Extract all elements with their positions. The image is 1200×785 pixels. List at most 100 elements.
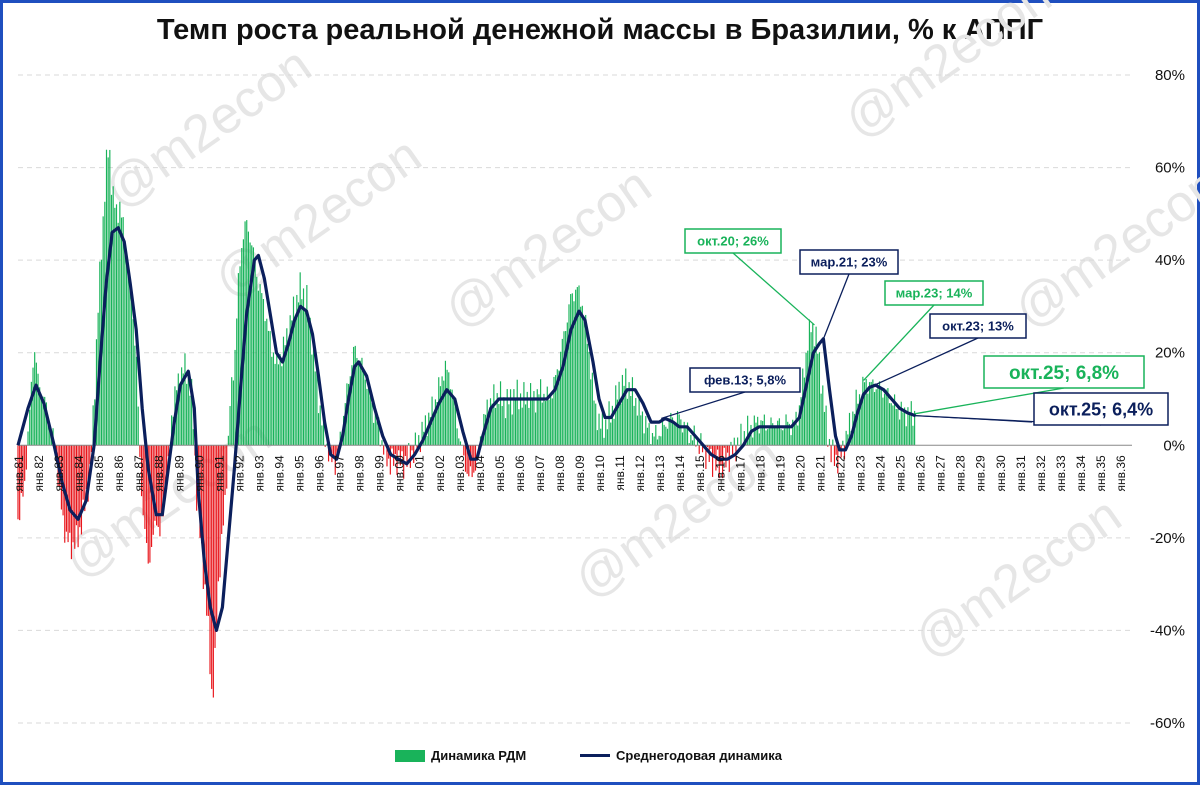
bar bbox=[314, 371, 316, 446]
bar bbox=[883, 393, 886, 446]
bar bbox=[835, 445, 837, 455]
bar bbox=[227, 435, 229, 446]
bar bbox=[747, 415, 749, 446]
bar bbox=[636, 415, 639, 446]
x-tick-label: янв.92 bbox=[232, 455, 246, 492]
bar bbox=[307, 317, 310, 446]
bar bbox=[25, 445, 27, 470]
bar bbox=[888, 403, 891, 446]
bar bbox=[206, 445, 208, 616]
x-tick-label: янв.23 bbox=[854, 455, 868, 492]
bar bbox=[561, 338, 563, 446]
bar bbox=[737, 437, 739, 446]
bar bbox=[491, 403, 493, 446]
average-line bbox=[16, 226, 917, 632]
bar bbox=[85, 445, 88, 490]
bar bbox=[336, 445, 338, 456]
bar bbox=[546, 386, 548, 446]
bar bbox=[778, 418, 780, 446]
x-tick-label: янв.08 bbox=[553, 455, 567, 492]
bar bbox=[790, 435, 792, 446]
bar bbox=[526, 391, 528, 446]
bar bbox=[651, 432, 654, 446]
bar bbox=[426, 436, 428, 446]
annotation-label: окт.20; 26% bbox=[697, 234, 769, 249]
y-tick-label: 40% bbox=[1155, 252, 1185, 269]
bar bbox=[162, 445, 164, 517]
bar bbox=[902, 412, 904, 446]
bar bbox=[877, 385, 879, 446]
bar bbox=[252, 247, 255, 446]
bar bbox=[221, 445, 223, 535]
bar bbox=[573, 301, 575, 446]
bar bbox=[898, 419, 901, 446]
bar bbox=[414, 432, 416, 446]
bar bbox=[560, 351, 562, 446]
bar bbox=[239, 266, 241, 446]
bar bbox=[187, 372, 189, 446]
bar bbox=[115, 204, 118, 446]
bar bbox=[433, 414, 435, 446]
bar bbox=[723, 445, 725, 448]
bar bbox=[807, 350, 809, 446]
bar bbox=[543, 393, 545, 446]
y-tick-label: 0% bbox=[1163, 437, 1185, 454]
bar bbox=[376, 421, 378, 446]
bar bbox=[605, 419, 607, 446]
bar bbox=[109, 149, 111, 446]
bar bbox=[633, 405, 635, 446]
bar bbox=[725, 445, 727, 468]
bar bbox=[134, 345, 136, 446]
x-tick-label: янв.93 bbox=[252, 455, 266, 492]
bar bbox=[166, 445, 168, 490]
bar bbox=[793, 422, 795, 446]
bar bbox=[508, 404, 510, 446]
bar bbox=[752, 437, 754, 446]
bar bbox=[117, 222, 119, 446]
x-tick-label: янв.07 bbox=[533, 455, 547, 492]
bar bbox=[204, 445, 206, 585]
bar bbox=[558, 370, 560, 446]
x-tick-label: янв.18 bbox=[753, 455, 767, 492]
bar bbox=[110, 194, 113, 446]
bar bbox=[72, 445, 74, 543]
bar bbox=[281, 366, 283, 446]
bar bbox=[837, 445, 839, 474]
bar bbox=[124, 250, 126, 446]
bar bbox=[513, 389, 515, 446]
bar bbox=[575, 289, 577, 446]
bar bbox=[603, 437, 605, 446]
bar bbox=[159, 445, 161, 537]
x-tick-label: янв.10 bbox=[593, 455, 607, 492]
bar bbox=[271, 356, 273, 446]
bar bbox=[224, 445, 226, 495]
x-tick-label: янв.15 bbox=[693, 455, 707, 492]
bar bbox=[79, 445, 81, 528]
bar bbox=[80, 445, 83, 535]
bar bbox=[356, 357, 358, 446]
bar bbox=[758, 433, 760, 446]
bar bbox=[516, 379, 518, 446]
annotation-label: окт.23; 13% bbox=[942, 319, 1014, 334]
bar bbox=[301, 299, 303, 446]
bar bbox=[870, 381, 872, 446]
annotation-box bbox=[799, 249, 899, 275]
bar bbox=[501, 406, 503, 446]
bar bbox=[448, 372, 450, 446]
bar bbox=[386, 445, 388, 467]
bar bbox=[514, 400, 517, 446]
bar bbox=[695, 445, 697, 447]
bar bbox=[234, 349, 236, 446]
bar bbox=[857, 403, 859, 446]
bar bbox=[304, 308, 306, 446]
bar bbox=[144, 445, 146, 529]
bar bbox=[361, 357, 363, 446]
bar bbox=[578, 285, 580, 446]
bar bbox=[865, 379, 867, 446]
bar bbox=[630, 396, 632, 446]
x-tick-label: янв.84 bbox=[72, 455, 86, 492]
bar bbox=[885, 389, 887, 446]
bar bbox=[40, 397, 42, 446]
bar bbox=[727, 445, 729, 453]
bar bbox=[257, 290, 260, 446]
